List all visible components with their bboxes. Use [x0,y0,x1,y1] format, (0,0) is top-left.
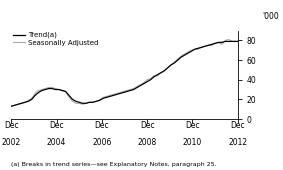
Legend: Trend(a), Seasonally Adjusted: Trend(a), Seasonally Adjusted [13,32,98,46]
Text: Dec: Dec [185,121,200,130]
Text: 2010: 2010 [183,138,202,147]
Text: 2004: 2004 [47,138,66,147]
Text: Dec: Dec [4,121,19,130]
Text: '000: '000 [262,12,279,21]
Text: Dec: Dec [95,121,109,130]
Text: Dec: Dec [49,121,64,130]
Text: Dec: Dec [140,121,155,130]
Text: Dec: Dec [230,121,245,130]
Text: 2008: 2008 [138,138,157,147]
Text: 2002: 2002 [2,138,21,147]
Text: 2012: 2012 [228,138,247,147]
Text: (a) Breaks in trend series—see Explanatory Notes, paragraph 25.: (a) Breaks in trend series—see Explanato… [11,162,217,167]
Text: 2006: 2006 [92,138,112,147]
